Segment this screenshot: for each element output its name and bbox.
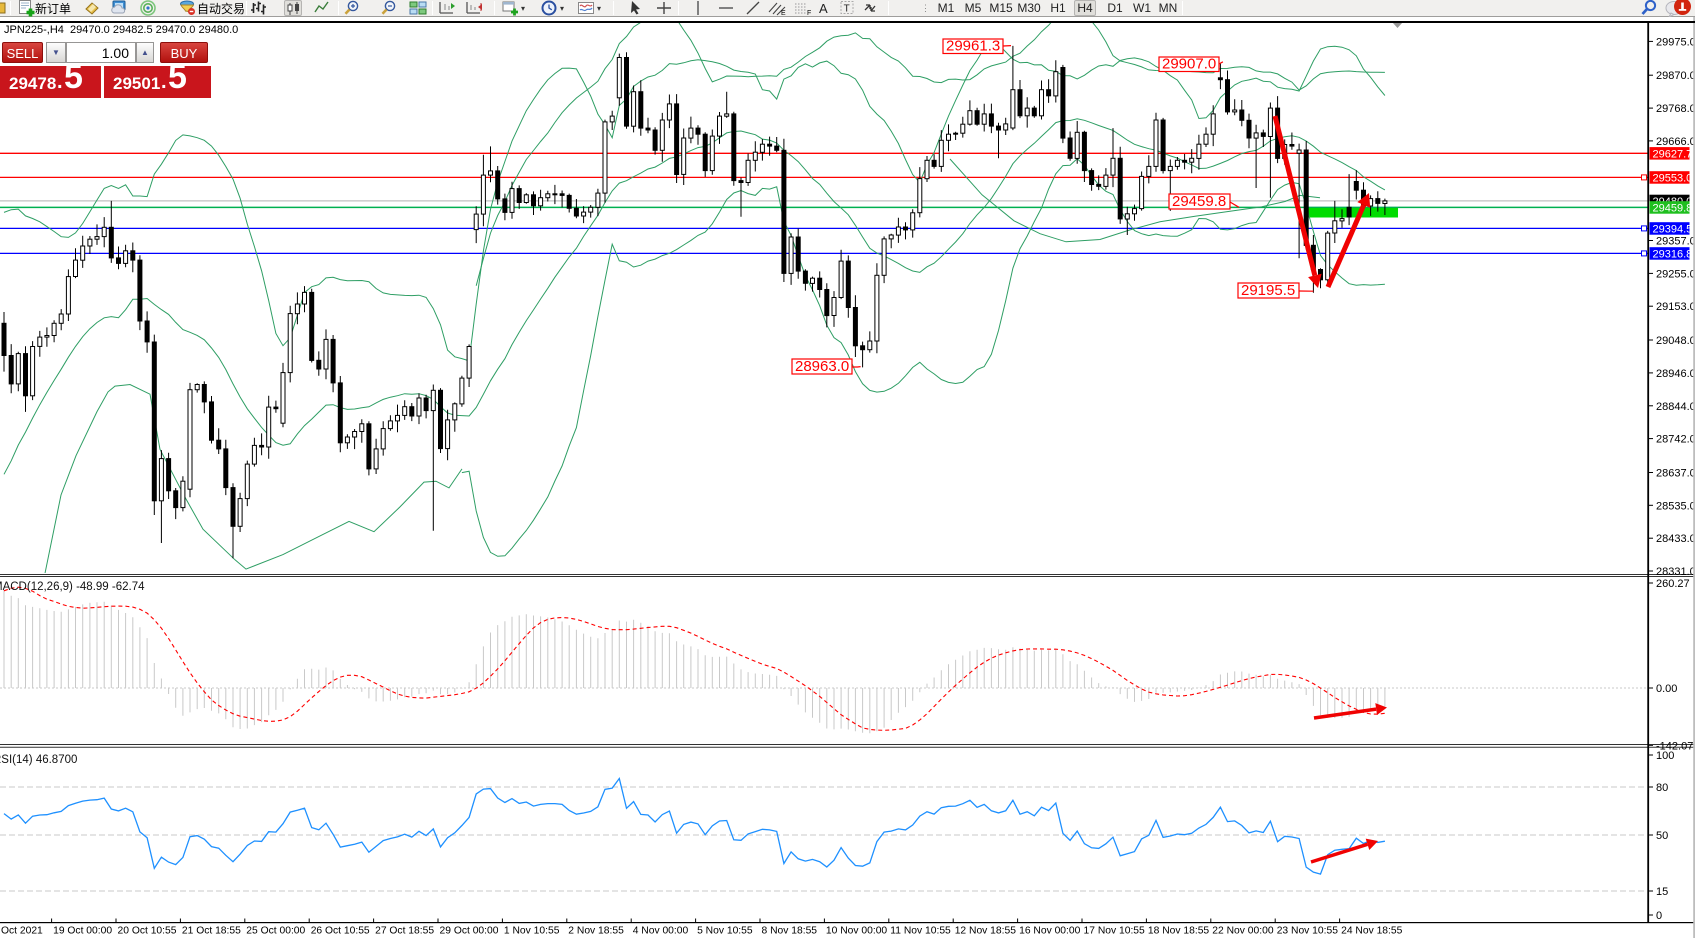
svg-text:E: E [781,10,786,16]
svg-text:0.00: 0.00 [1656,683,1677,695]
svg-text:28963.0: 28963.0 [795,358,849,375]
svg-text:260.27: 260.27 [1656,578,1690,590]
svg-text:23 Nov 10:55: 23 Nov 10:55 [1277,926,1339,937]
svg-text:29255.0: 29255.0 [1656,268,1695,280]
svg-text:29316.8: 29316.8 [1653,249,1693,261]
svg-text:80: 80 [1656,782,1668,794]
svg-text:1 Nov 10:55: 1 Nov 10:55 [504,926,560,937]
svg-text:27 Oct 18:55: 27 Oct 18:55 [375,926,434,937]
svg-text:29975.0: 29975.0 [1656,36,1695,48]
svg-text:29048.0: 29048.0 [1656,335,1695,347]
svg-text:28535.0: 28535.0 [1656,500,1695,512]
svg-text:5 Nov 10:55: 5 Nov 10:55 [697,926,753,937]
svg-text:F: F [807,10,811,16]
svg-text:25 Oct 00:00: 25 Oct 00:00 [246,926,305,937]
svg-text:29357.0: 29357.0 [1656,236,1695,248]
svg-text:29153.0: 29153.0 [1656,301,1695,313]
svg-text:29459.8: 29459.8 [1172,193,1226,210]
svg-text:29627.7: 29627.7 [1653,149,1693,161]
svg-text:29195.5: 29195.5 [1241,282,1295,299]
svg-text:24 Nov 18:55: 24 Nov 18:55 [1341,926,1403,937]
svg-text:29394.5: 29394.5 [1653,224,1693,236]
svg-text:-142.07: -142.07 [1656,740,1693,752]
svg-text:29459.8: 29459.8 [1653,203,1693,215]
svg-text:8 Nov 18:55: 8 Nov 18:55 [762,926,818,937]
svg-text:28637.0: 28637.0 [1656,468,1695,480]
svg-text:12 Nov 18:55: 12 Nov 18:55 [955,926,1017,937]
svg-text:28331.0: 28331.0 [1656,566,1695,578]
svg-text:T: T [844,4,850,15]
svg-text:26 Oct 10:55: 26 Oct 10:55 [311,926,370,937]
svg-text:0: 0 [1656,910,1662,922]
svg-text:MACD(12,26,9) -48.99 -62.74: MACD(12,26,9) -48.99 -62.74 [0,581,145,593]
svg-text:11 Nov 10:55: 11 Nov 10:55 [890,926,951,937]
svg-text:Oct 2021: Oct 2021 [1,926,43,937]
svg-text:4 Nov 00:00: 4 Nov 00:00 [633,926,689,937]
svg-text:16 Nov 00:00: 16 Nov 00:00 [1019,926,1081,937]
svg-text:29666.0: 29666.0 [1656,136,1695,148]
svg-text:21 Oct 18:55: 21 Oct 18:55 [182,926,241,937]
svg-text:29768.0: 29768.0 [1656,103,1695,115]
svg-text:22 Nov 00:00: 22 Nov 00:00 [1212,926,1274,937]
svg-text:18 Nov 18:55: 18 Nov 18:55 [1148,926,1210,937]
svg-text:15: 15 [1656,886,1668,898]
svg-text:29 Oct 00:00: 29 Oct 00:00 [440,926,499,937]
svg-text:50: 50 [1656,830,1668,842]
svg-text:RSI(14) 46.8700: RSI(14) 46.8700 [0,754,77,766]
svg-text:29961.3: 29961.3 [946,38,1000,55]
svg-text:29553.0: 29553.0 [1653,173,1693,185]
svg-text:28946.0: 28946.0 [1656,368,1695,380]
svg-text:17 Nov 10:55: 17 Nov 10:55 [1084,926,1146,937]
svg-text:29907.0: 29907.0 [1162,56,1216,73]
svg-text:20 Oct 10:55: 20 Oct 10:55 [118,926,177,937]
svg-text:28433.0: 28433.0 [1656,533,1695,545]
svg-text:2 Nov 18:55: 2 Nov 18:55 [568,926,624,937]
svg-text:29870.0: 29870.0 [1656,70,1695,82]
svg-text:28844.0: 28844.0 [1656,401,1695,413]
svg-text:10 Nov 00:00: 10 Nov 00:00 [826,926,888,937]
svg-text:100: 100 [1656,750,1674,762]
svg-text:28742.0: 28742.0 [1656,434,1695,446]
svg-text:19 Oct 00:00: 19 Oct 00:00 [53,926,112,937]
